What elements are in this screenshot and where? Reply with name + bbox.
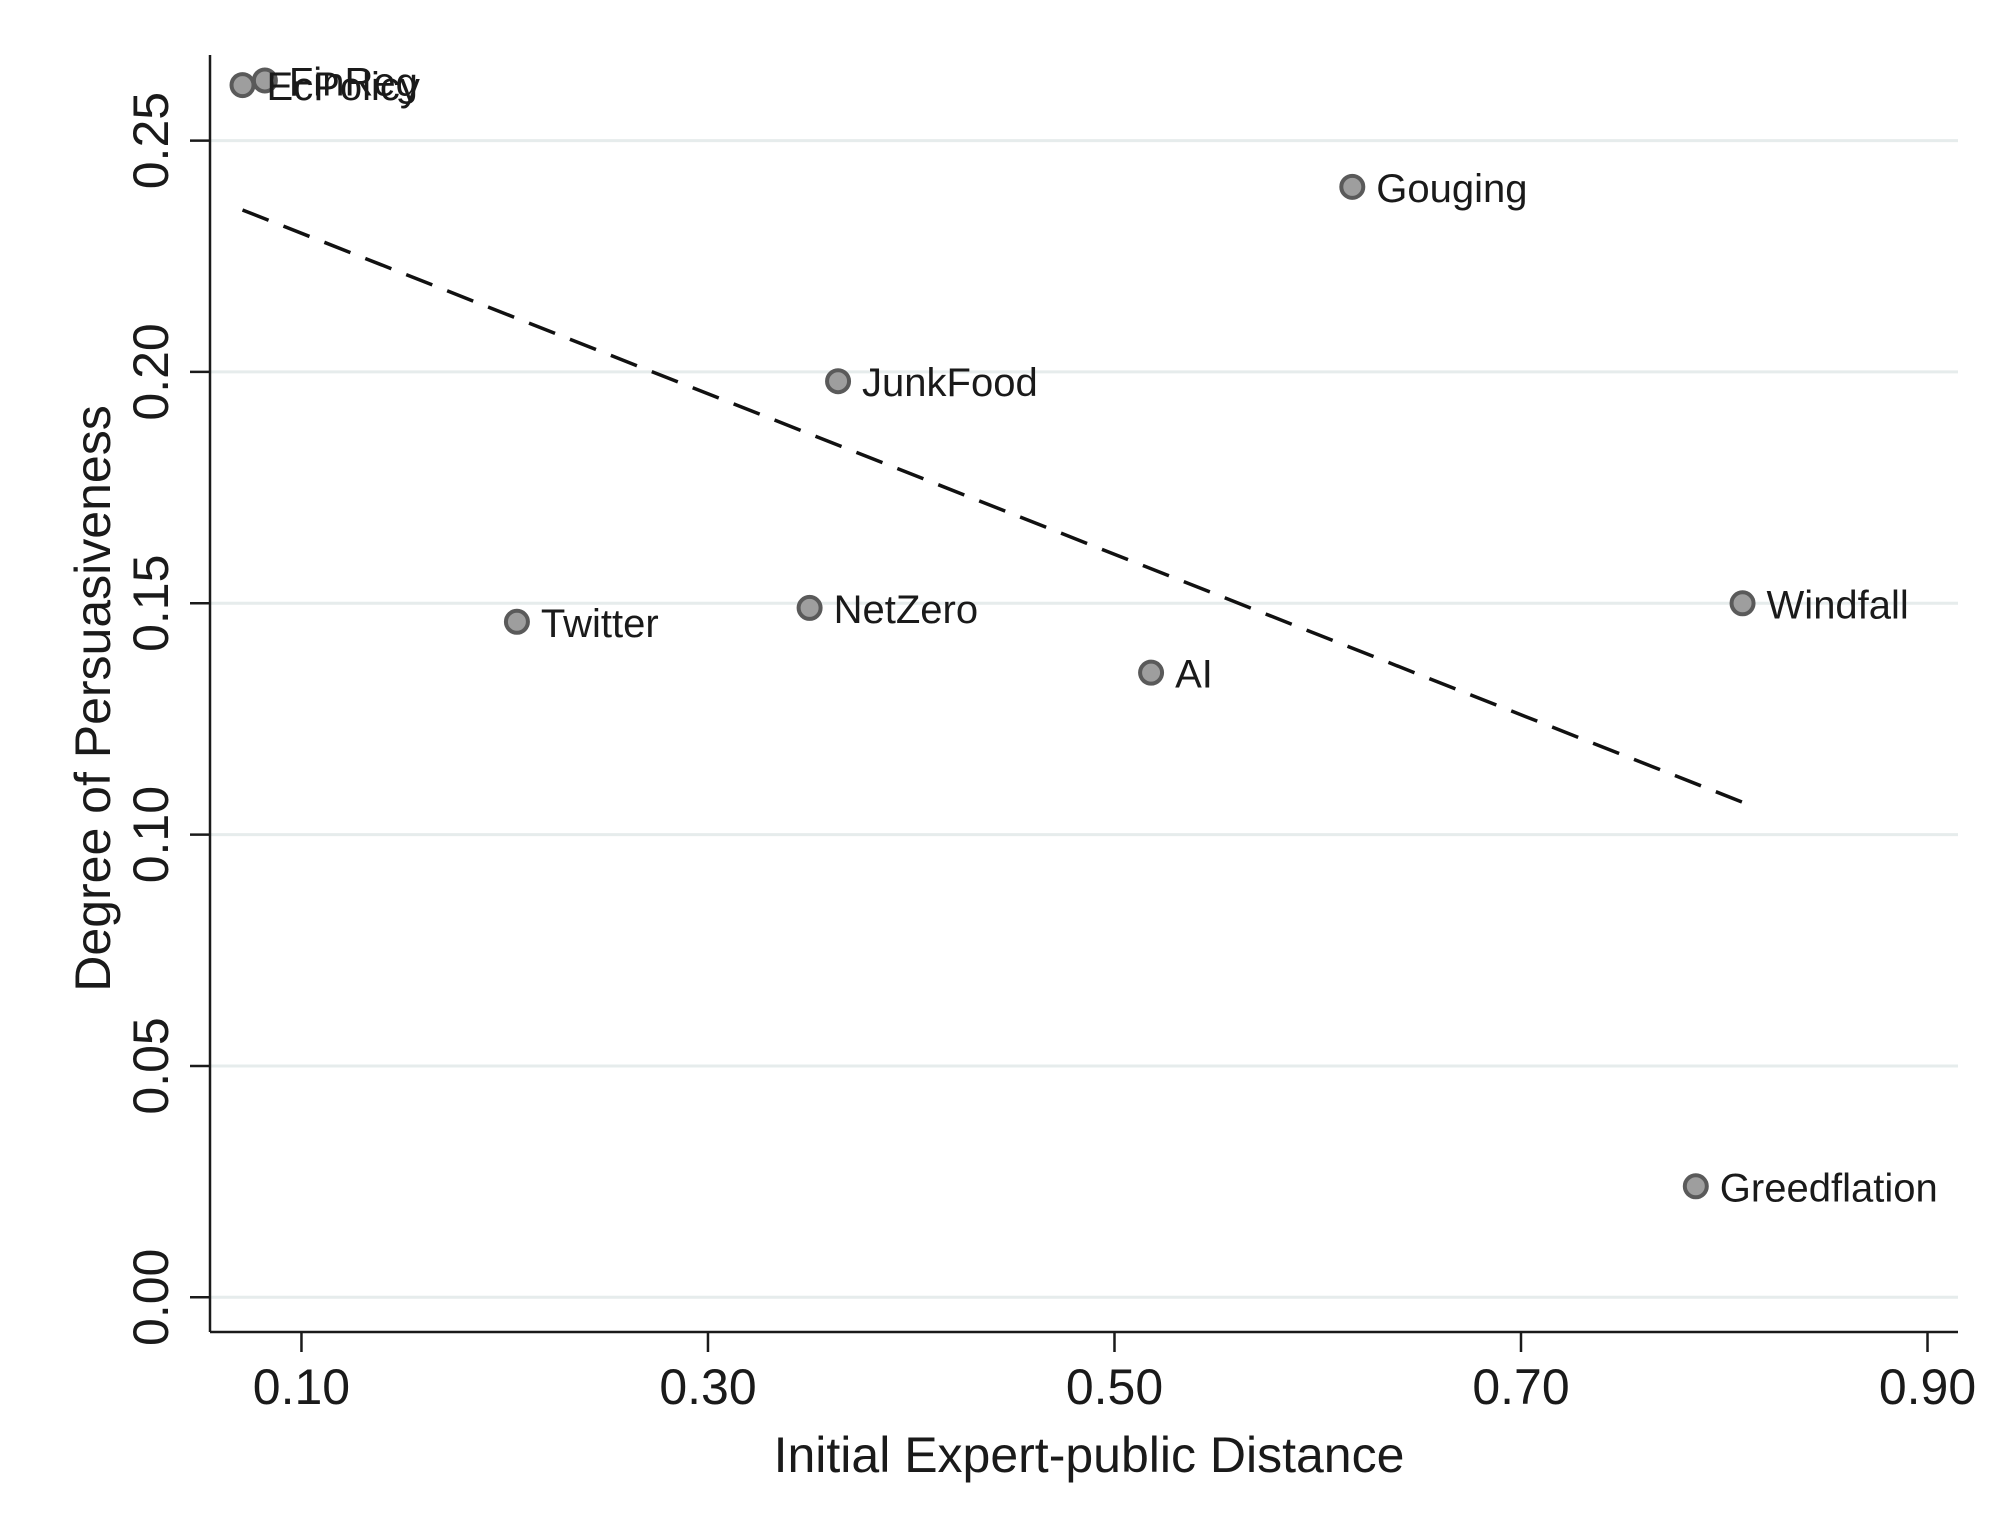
data-point	[825, 368, 852, 395]
y-tick-label: 0.20	[123, 323, 179, 420]
y-tick-label: 0.05	[123, 1017, 179, 1114]
data-label: Greedflation	[1720, 1166, 1938, 1210]
x-tick-label: 0.30	[659, 1359, 756, 1415]
x-tick-label: 0.10	[253, 1359, 350, 1415]
data-label: Windfall	[1767, 583, 1909, 627]
data-label: NetZero	[834, 588, 979, 632]
data-point	[251, 67, 278, 94]
fit-line-layer	[241, 208, 1744, 804]
data-point	[796, 594, 823, 621]
x-axis-title: Initial Expert-public Distance	[774, 1427, 1405, 1483]
data-label: AI	[1175, 653, 1213, 697]
x-tick-label: 0.90	[1879, 1359, 1976, 1415]
y-tick-label: 0.10	[123, 786, 179, 883]
grid-lines	[210, 139, 1958, 1299]
y-tick-label: 0.00	[123, 1249, 179, 1346]
y-axis-title: Degree of Persuasiveness	[65, 405, 121, 991]
x-tick-label: 0.70	[1472, 1359, 1569, 1415]
y-tick-label: 0.15	[123, 555, 179, 652]
x-tick-label: 0.50	[1066, 1359, 1163, 1415]
data-label: Twitter	[541, 602, 659, 646]
data-point	[1339, 173, 1366, 200]
data-label: FinReg	[289, 60, 418, 104]
y-tick-label: 0.25	[123, 92, 179, 189]
data-point	[1138, 659, 1165, 686]
data-points	[229, 67, 1756, 1200]
data-point	[229, 72, 256, 99]
axes: 0.00 0.05 0.10 0.15 0.20 0.25 0.10 0.30 0.50 0.70…	[123, 55, 1976, 1415]
fit-line	[241, 208, 1744, 804]
data-point	[1729, 590, 1756, 617]
data-point	[503, 608, 530, 635]
data-label: JunkFood	[862, 361, 1038, 405]
data-label: Gouging	[1376, 167, 1527, 211]
data-label: EcPolicy	[267, 65, 420, 109]
data-point	[1682, 1173, 1709, 1200]
